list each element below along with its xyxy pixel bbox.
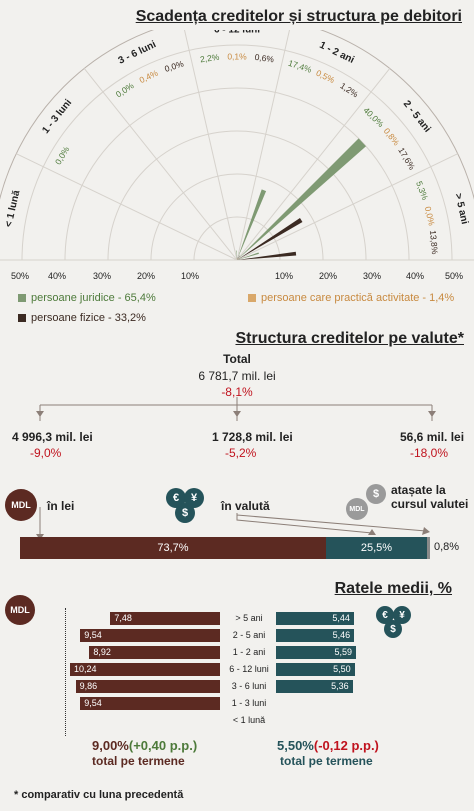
lei-change: -9,0% bbox=[30, 446, 62, 460]
valuta-total-change: (-0,12 p.p.) bbox=[313, 738, 379, 753]
rate-bar-lei: 9,54 bbox=[80, 629, 220, 642]
legend-swatch-juridice bbox=[18, 294, 26, 302]
rate-term-label: 1 - 2 ani bbox=[232, 647, 266, 657]
valuta-label: în valută bbox=[221, 499, 270, 513]
rate-term-label: < 1 lună bbox=[232, 715, 266, 725]
lei-total-caption: total pe termene bbox=[92, 754, 185, 768]
bar-> 5 ani-persoane juridice - 65,4% bbox=[237, 252, 259, 260]
bar-1 - 2 ani-persoane fizice - 33,2% bbox=[237, 255, 240, 260]
rate-term-label: 1 - 3 luni bbox=[231, 698, 267, 708]
lei-label: în lei bbox=[47, 499, 75, 513]
cursul-label: atașate la cursul valutei bbox=[391, 483, 469, 511]
rates-dotted-line bbox=[65, 608, 66, 736]
rate-bar-valuta: 5,46 bbox=[276, 629, 355, 642]
cursul-value: 56,6 mil. lei bbox=[400, 430, 465, 444]
sector-value-label: 0,6% bbox=[254, 52, 275, 65]
sector-value-label: 13,8% bbox=[428, 230, 440, 255]
rate-term-label: 3 - 6 luni bbox=[231, 681, 267, 691]
rate-term-label: > 5 ani bbox=[235, 613, 263, 623]
cursul-bar-value: 0,8% bbox=[434, 541, 460, 553]
lei-total-value: 9,00% bbox=[92, 738, 129, 753]
valuta-total: 5,50%(-0,12 p.p.) bbox=[277, 738, 379, 753]
scale-tick-label: 30% bbox=[362, 271, 381, 281]
section3-title: Ratele medii, % bbox=[334, 580, 452, 597]
legend-juridice: persoane juridice - 65,4% bbox=[18, 292, 156, 304]
lei-value: 4 996,3 mil. lei bbox=[12, 430, 93, 444]
total-label: Total bbox=[223, 352, 251, 366]
scale-tick-label: 50% bbox=[10, 271, 29, 281]
scale-tick-label: 40% bbox=[405, 271, 424, 281]
rate-bar-valuta: 5,44 bbox=[276, 612, 354, 625]
rate-term-label: 2 - 5 ani bbox=[232, 630, 266, 640]
sector-value-label: 2,2% bbox=[199, 52, 220, 65]
bar-> 5 ani-persoane fizice - 33,2% bbox=[237, 251, 297, 260]
scale-tick-label: 20% bbox=[136, 271, 155, 281]
distribution-connectors bbox=[36, 397, 436, 540]
legend-swatch-activitate bbox=[248, 294, 256, 302]
currency-coins-icon: € ¥ $ bbox=[166, 488, 210, 526]
scale-tick-label: 30% bbox=[92, 271, 111, 281]
footnote: * comparativ cu luna precedentă bbox=[14, 789, 184, 801]
rate-bar-lei: 10,24 bbox=[70, 663, 220, 676]
bar-2 - 5 ani-persoane fizice - 33,2% bbox=[237, 218, 303, 260]
bar-2 - 5 ani-persoane care practică activitate - 1,4% bbox=[237, 257, 240, 260]
legend-fizice: persoane fizice - 33,2% bbox=[18, 312, 146, 324]
legend-activitate: persoane care practică activitate - 1,4% bbox=[248, 292, 454, 304]
rate-bar-valuta: 5,59 bbox=[276, 646, 356, 659]
rate-bar-valuta: 5,36 bbox=[276, 680, 353, 693]
scale-tick-label: 10% bbox=[274, 271, 293, 281]
bar-6 - 12 luni-persoane juridice - 65,4% bbox=[235, 250, 237, 260]
valuta-total-caption: total pe termene bbox=[280, 754, 373, 768]
valuta-total-value: 5,50% bbox=[277, 738, 314, 753]
scale-tick-label: 10% bbox=[180, 271, 199, 281]
currency-rates-icon: € ¥ $ bbox=[376, 606, 418, 642]
section2-title: Structura creditelor pe valute* bbox=[235, 330, 464, 347]
rate-bar-valuta: 5,50 bbox=[276, 663, 355, 676]
legend-label-activitate: persoane care practică activitate - 1,4% bbox=[261, 292, 455, 304]
lei-total-change: (+0,40 p.p.) bbox=[128, 738, 198, 753]
total-value: 6 781,7 mil. lei bbox=[198, 369, 276, 383]
bar-3 - 6 luni-persoane care practică activitate - 1,4% bbox=[236, 258, 237, 260]
lei-total: 9,00%(+0,40 p.p.) bbox=[92, 738, 197, 753]
legend-label-fizice: persoane fizice - 33,2% bbox=[31, 312, 146, 324]
legend-swatch-fizice bbox=[18, 314, 26, 322]
bar-segment-valuta: 25,5% bbox=[326, 537, 427, 559]
valuta-value: 1 728,8 mil. lei bbox=[212, 430, 293, 444]
mdl-rates-icon: MDL bbox=[5, 595, 35, 625]
total-change: -8,1% bbox=[221, 385, 253, 399]
mdl-coin-icon: MDL bbox=[5, 489, 37, 521]
bar-1 - 2 ani-persoane care practică activitate - 1,4% bbox=[237, 258, 239, 260]
cursul-change: -18,0% bbox=[410, 446, 449, 460]
section1-title: Scadența creditelor și structura pe debi… bbox=[135, 8, 462, 25]
rate-term-label: 6 - 12 luni bbox=[229, 664, 269, 674]
bar-1 - 2 ani-persoane juridice - 65,4% bbox=[237, 189, 267, 260]
sector-value-label: 0,1% bbox=[227, 51, 247, 61]
currency-stacked-bar: 73,7% 25,5% bbox=[20, 537, 430, 559]
bar-segment-lei: 73,7% bbox=[20, 537, 326, 559]
rate-bar-lei: 7,48 bbox=[110, 612, 220, 625]
rate-bar-lei: 8,92 bbox=[89, 646, 220, 659]
bar-2 - 5 ani-persoane juridice - 65,4% bbox=[237, 138, 367, 260]
rate-bar-lei: 9,86 bbox=[75, 680, 220, 693]
legend-label-juridice: persoane juridice - 65,4% bbox=[31, 292, 156, 304]
scale-tick-label: 20% bbox=[318, 271, 337, 281]
rate-bar-lei: 9,54 bbox=[80, 697, 220, 710]
scale-tick-label: 40% bbox=[47, 271, 66, 281]
sector-label: 6 - 12 luni bbox=[214, 30, 260, 36]
valuta-change: -5,2% bbox=[225, 446, 257, 460]
scale-ticks: 50% 40% 30% 20% 10% 10% 20% 30% 40% 50% bbox=[0, 271, 474, 285]
sector-value-label: 0,0% bbox=[423, 205, 437, 227]
scale-tick-label: 50% bbox=[444, 271, 463, 281]
bar-segment-cursul bbox=[427, 537, 430, 559]
linked-coins-icon: $ MDL bbox=[346, 484, 390, 522]
